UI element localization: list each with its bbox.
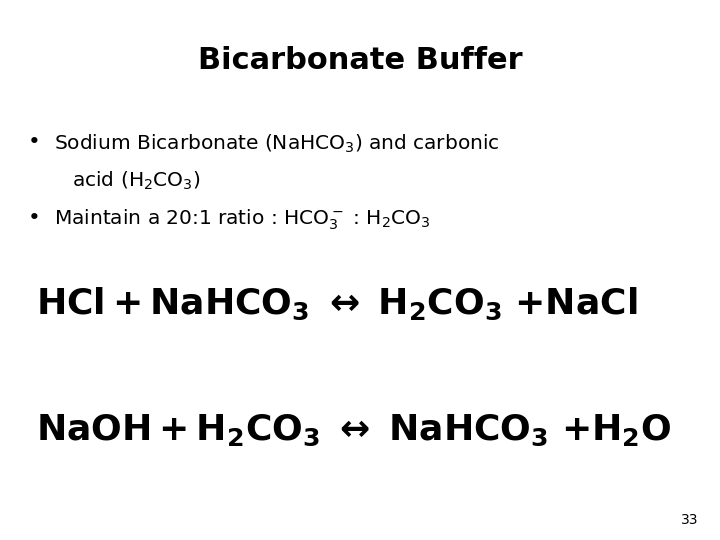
Text: Maintain a 20:1 ratio : HCO$_3^-$ : H$_2$CO$_3$: Maintain a 20:1 ratio : HCO$_3^-$ : H$_2… <box>54 208 431 232</box>
Text: acid (H$_2$CO$_3$): acid (H$_2$CO$_3$) <box>72 170 201 192</box>
Text: •: • <box>27 208 40 228</box>
Text: Bicarbonate Buffer: Bicarbonate Buffer <box>198 46 522 75</box>
Text: Sodium Bicarbonate (NaHCO$_3$) and carbonic: Sodium Bicarbonate (NaHCO$_3$) and carbo… <box>54 132 500 154</box>
Text: $\mathbf{HCl + NaHCO_3}$ $\mathbf{\leftrightarrow}$ $\mathbf{H_2CO_3}$ $\mathbf{: $\mathbf{HCl + NaHCO_3}$ $\mathbf{\leftr… <box>36 286 637 322</box>
Text: $\mathbf{NaOH + H_2CO_3}$ $\mathbf{\leftrightarrow}$ $\mathbf{NaHCO_3}$ $\mathbf: $\mathbf{NaOH + H_2CO_3}$ $\mathbf{\left… <box>36 413 671 448</box>
Text: 33: 33 <box>681 512 698 526</box>
Text: •: • <box>27 132 40 152</box>
